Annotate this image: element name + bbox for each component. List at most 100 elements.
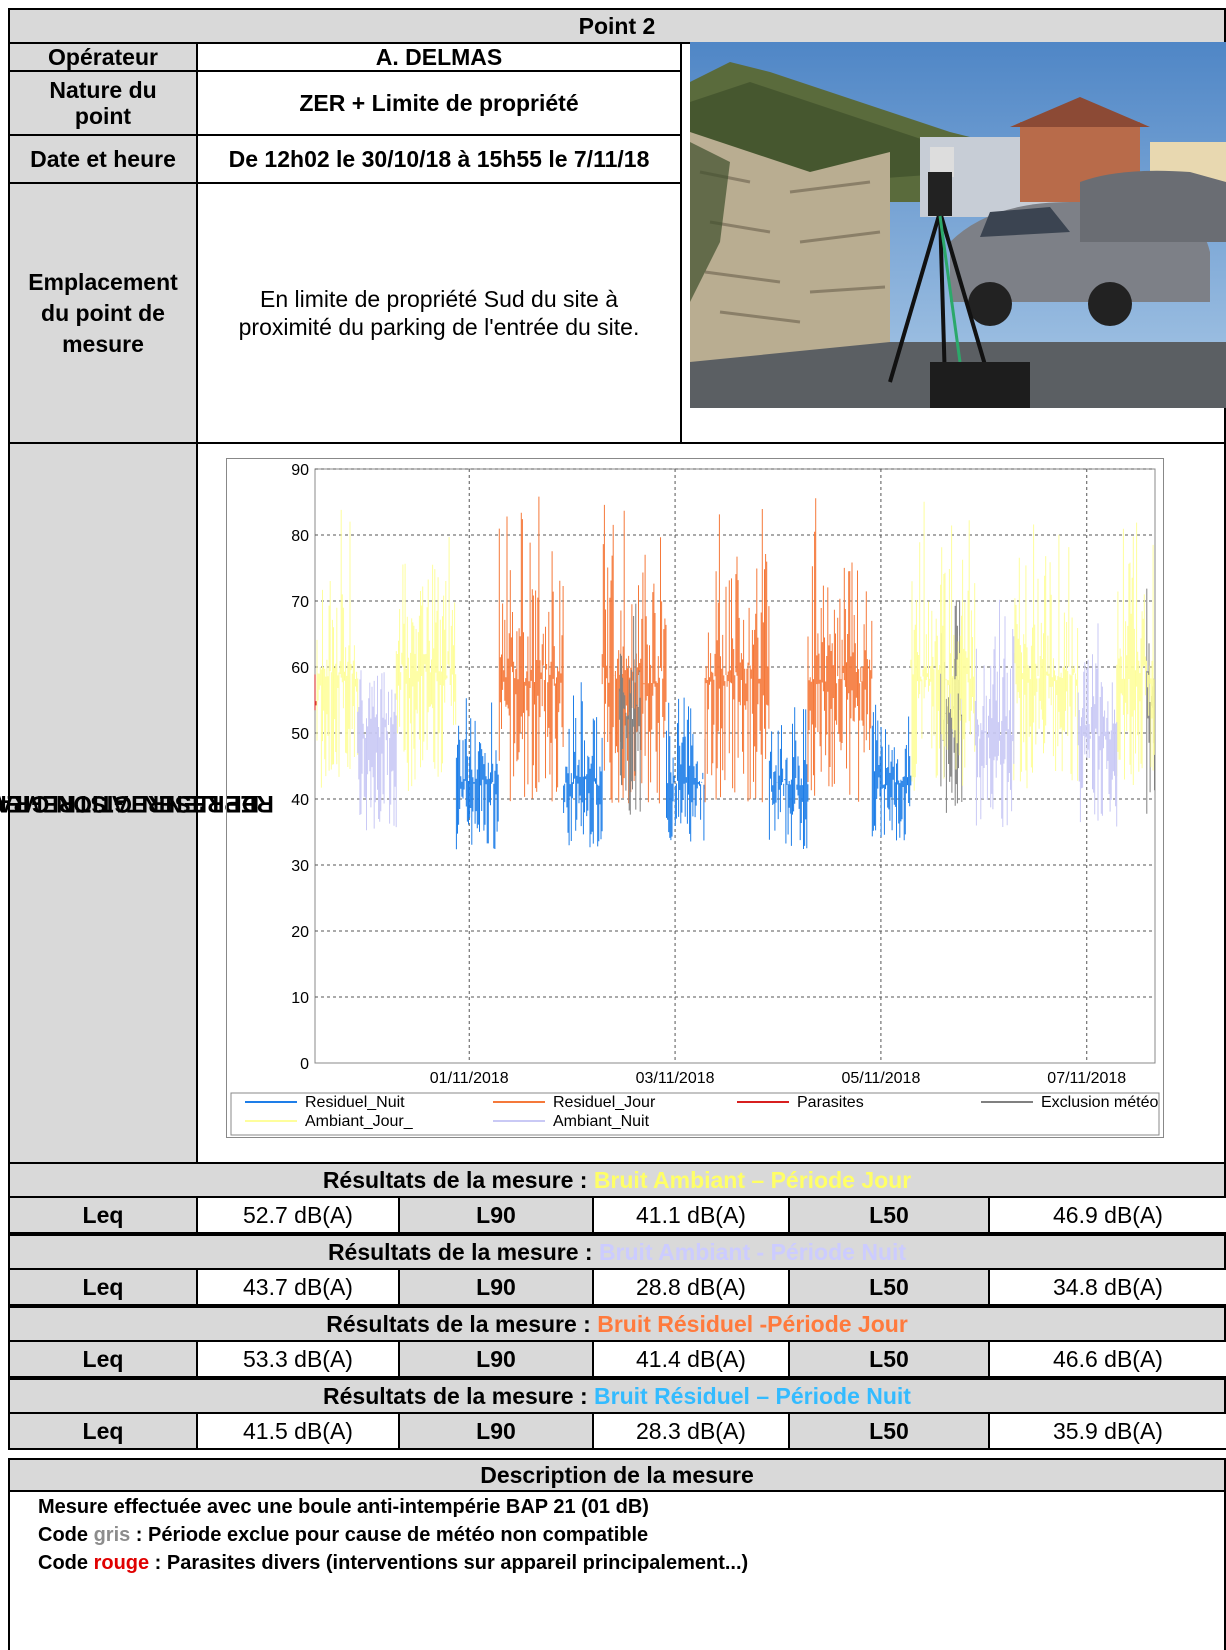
x-tick-label: 07/11/2018 (1047, 1070, 1126, 1087)
l90-value: 41.1 dB(A) (592, 1196, 790, 1234)
description-heading: Description de la mesure (8, 1458, 1226, 1492)
result-heading: Résultats de la mesure : Bruit Ambiant –… (8, 1162, 1226, 1198)
y-tick-label: 80 (291, 528, 309, 545)
site-photo (690, 42, 1226, 408)
graph-label: REPRESENTATION GRAPHIQUE DE L'ENREGISTRE… (0, 444, 274, 1162)
nature-label: Nature du point (10, 72, 196, 134)
series-trace (1077, 623, 1118, 827)
y-tick-label: 90 (291, 462, 309, 479)
nature-label-line: point (74, 103, 132, 129)
divider (8, 70, 682, 72)
l50-label: L50 (788, 1340, 990, 1378)
divider (680, 42, 682, 444)
x-tick-label: 01/11/2018 (430, 1070, 509, 1087)
result-heading-period: Bruit Résiduel -Période Jour (597, 1310, 908, 1337)
result-heading-prefix: Résultats de la mesure : (327, 1238, 599, 1265)
legend-label: Ambiant_Jour_ (305, 1113, 414, 1130)
l90-label: L90 (398, 1268, 594, 1306)
chart-frame: 0 10 20 30 40 50 60 70 80 90 01/11/2018 03/11/2018 0… (226, 458, 1164, 1138)
legend-label: Parasites (797, 1094, 864, 1111)
y-tick-label: 30 (291, 858, 309, 875)
series-trace (1116, 522, 1155, 785)
date-value: De 12h02 le 30/10/18 à 15h55 le 7/11/18 (228, 145, 650, 172)
emplacement-label: Emplacement du point de mesure (10, 184, 196, 442)
l50-label: L50 (788, 1268, 990, 1306)
result-heading: Résultats de la mesure : Bruit Résiduel … (8, 1306, 1226, 1342)
result-heading: Résultats de la mesure : Bruit Ambiant -… (8, 1234, 1226, 1270)
series-trace (314, 674, 317, 711)
divider (8, 182, 682, 184)
series-trace (704, 509, 770, 803)
series-trace (618, 603, 641, 815)
series-trace (666, 697, 706, 842)
series-trace (910, 501, 976, 791)
nature-value: ZER + Limite de propriété (299, 89, 579, 116)
legend-label: Exclusion météo (1041, 1094, 1158, 1111)
emplacement-value-line: En limite de propriété Sud du site à (260, 286, 618, 312)
l50-value: 46.6 dB(A) (988, 1340, 1226, 1378)
operateur-label: Opérateur (48, 43, 158, 70)
emplacement-label-line: mesure (62, 330, 144, 357)
l50-value: 35.9 dB(A) (988, 1412, 1226, 1450)
series-trace (768, 707, 809, 849)
x-tick-label: 05/11/2018 (841, 1070, 920, 1087)
date-label: Date et heure (30, 145, 176, 172)
info-label-column (10, 44, 196, 442)
leq-label: Leq (8, 1268, 198, 1306)
description-line: Mesure effectuée avec une boule anti-int… (38, 1496, 649, 1518)
series-trace (316, 509, 359, 788)
point-title: Point 2 (8, 8, 1226, 44)
y-tick-label: 0 (300, 1056, 309, 1073)
y-tick-label: 40 (291, 792, 309, 809)
emplacement-value: En limite de propriété Sud du site à pro… (198, 184, 680, 442)
series-trace (357, 670, 397, 831)
l50-value: 46.9 dB(A) (988, 1196, 1226, 1234)
result-heading-period: Bruit Ambiant - Période Nuit (598, 1238, 907, 1265)
result-heading-period: Bruit Ambiant – Période Jour (593, 1166, 912, 1193)
l50-label: L50 (788, 1196, 990, 1234)
leq-label: Leq (8, 1196, 198, 1234)
noise-level-chart: 0 10 20 30 40 50 60 70 80 90 01/11/2018 03/11/2018 0… (230, 462, 1160, 1136)
description-body (8, 1490, 1226, 1650)
leq-value: 53.3 dB(A) (196, 1340, 400, 1378)
series-trace (498, 496, 564, 802)
x-tick-label: 03/11/2018 (636, 1070, 715, 1087)
legend-label: Residuel_Nuit (305, 1094, 405, 1111)
leq-value: 43.7 dB(A) (196, 1268, 400, 1306)
l90-label: L90 (398, 1412, 594, 1450)
result-heading-prefix: Résultats de la mesure : (322, 1166, 594, 1193)
description-line: Code rouge : Parasites divers (intervent… (38, 1552, 748, 1575)
leq-label: Leq (8, 1340, 198, 1378)
series-trace (974, 599, 1015, 827)
series-trace (563, 682, 603, 848)
gris-code: gris (93, 1524, 131, 1546)
nature-label-line: Nature du (49, 77, 157, 103)
legend-box (230, 1092, 1160, 1136)
graph-label-column (10, 444, 196, 1162)
emplacement-value-line: proximité du parking de l'entrée du site… (238, 314, 640, 340)
y-tick-label: 10 (291, 990, 309, 1007)
legend-label: Ambiant_Nuit (553, 1113, 650, 1130)
emplacement-label-line: Emplacement (28, 268, 178, 295)
result-heading-prefix: Résultats de la mesure : (323, 1382, 595, 1409)
l50-label: L50 (788, 1412, 990, 1450)
leq-value: 52.7 dB(A) (196, 1196, 400, 1234)
series-trace (455, 698, 499, 850)
operateur-value: A. DELMAS (375, 43, 503, 70)
leq-value: 41.5 dB(A) (196, 1412, 400, 1450)
series-trace (807, 498, 873, 802)
series-trace (871, 704, 912, 841)
l50-value: 34.8 dB(A) (988, 1268, 1226, 1306)
y-tick-label: 20 (291, 924, 309, 941)
graph-label-text: REPRESENTATION GRAPHIQUE DE L'ENREGISTRE… (0, 618, 274, 988)
l90-value: 28.8 dB(A) (592, 1268, 790, 1306)
divider (8, 134, 682, 136)
description-line: Code gris : Période exclue pour cause de… (38, 1524, 648, 1547)
series-trace (395, 537, 457, 791)
y-tick-label: 50 (291, 726, 309, 743)
code-label: Code (38, 1524, 94, 1546)
result-heading-period: Bruit Résiduel – Période Nuit (594, 1382, 911, 1409)
legend-label: Residuel_Jour (553, 1094, 656, 1111)
y-tick-label: 60 (291, 660, 309, 677)
leq-label: Leq (8, 1412, 198, 1450)
